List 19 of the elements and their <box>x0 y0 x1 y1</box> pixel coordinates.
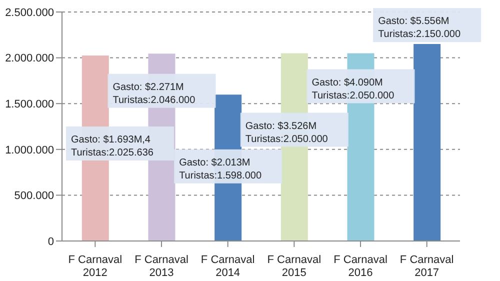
data-label: Gasto: $2.013M Turistas:1.598.000 <box>179 157 262 182</box>
x-tick-label: F Carnaval 2015 <box>267 254 322 279</box>
data-label: Gasto: $4.090M Turistas:2.050.000 <box>312 77 395 102</box>
data-label: Gasto: $1.693M,4 Turistas:2.025.636 <box>71 134 154 158</box>
x-tick-label: F Carnaval 2012 <box>68 254 122 279</box>
y-tick-label: 2.000.000 <box>5 52 54 65</box>
x-tick-label: F Carnaval 2016 <box>334 254 388 279</box>
y-tick-label: 0 <box>48 236 54 248</box>
bar <box>414 44 441 241</box>
y-tick-label: 2.500.000 <box>5 6 54 19</box>
y-tick-label: 500.000 <box>14 190 54 202</box>
y-tick-label: 1.500.000 <box>5 98 54 111</box>
x-tick-label: F Carnaval 2013 <box>134 254 188 279</box>
data-label: Gasto: $3.526M Turistas:2.050.000 <box>245 120 328 145</box>
x-tick-label: F Carnaval 2014 <box>200 254 255 279</box>
y-tick-label: 1.000.000 <box>5 144 54 156</box>
data-label: Gasto: $2.271M Turistas:2.046.000 <box>112 82 196 106</box>
data-label: Gasto: $5.556M Turistas:2.150.000 <box>378 16 461 40</box>
x-tick-label: F Carnaval 2017 <box>400 254 454 279</box>
